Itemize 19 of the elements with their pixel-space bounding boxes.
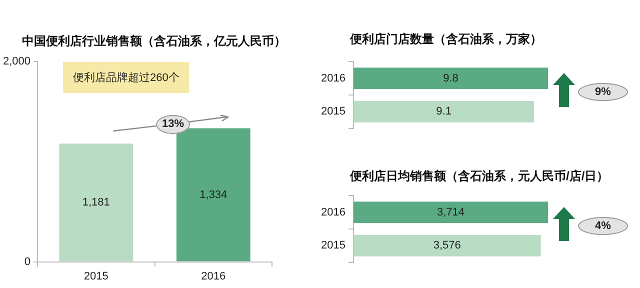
data-label: 1,181 bbox=[82, 196, 110, 208]
y-tick-label: 0 bbox=[24, 256, 31, 268]
annotation: 便利店品牌超过260个 bbox=[63, 62, 190, 93]
text: 9% bbox=[578, 83, 628, 101]
chart-title: 便利店日均销售额（含石油系，元人民币/店/日） bbox=[350, 168, 609, 185]
data-label: 1,334 bbox=[200, 188, 228, 201]
data-label: 9.1 bbox=[436, 106, 452, 118]
text: 4% bbox=[578, 217, 628, 235]
chart-title: 便利店门店数量（含石油系，万家） bbox=[350, 31, 542, 48]
y-tick-label: 2015 bbox=[320, 240, 346, 252]
data-label: 3,714 bbox=[436, 206, 464, 218]
y-tick-label: 2,000 bbox=[2, 56, 31, 68]
chart-title: 中国便利店行业销售额（含石油系，亿元人民币） bbox=[22, 33, 286, 50]
annotation: 13% bbox=[156, 115, 190, 134]
y-tick-label: 2016 bbox=[320, 206, 346, 218]
data-label: 3,576 bbox=[433, 240, 461, 252]
y-tick-label: 2016 bbox=[320, 72, 346, 84]
data-label: 9.8 bbox=[443, 72, 458, 84]
y-tick-label: 2015 bbox=[320, 106, 346, 118]
